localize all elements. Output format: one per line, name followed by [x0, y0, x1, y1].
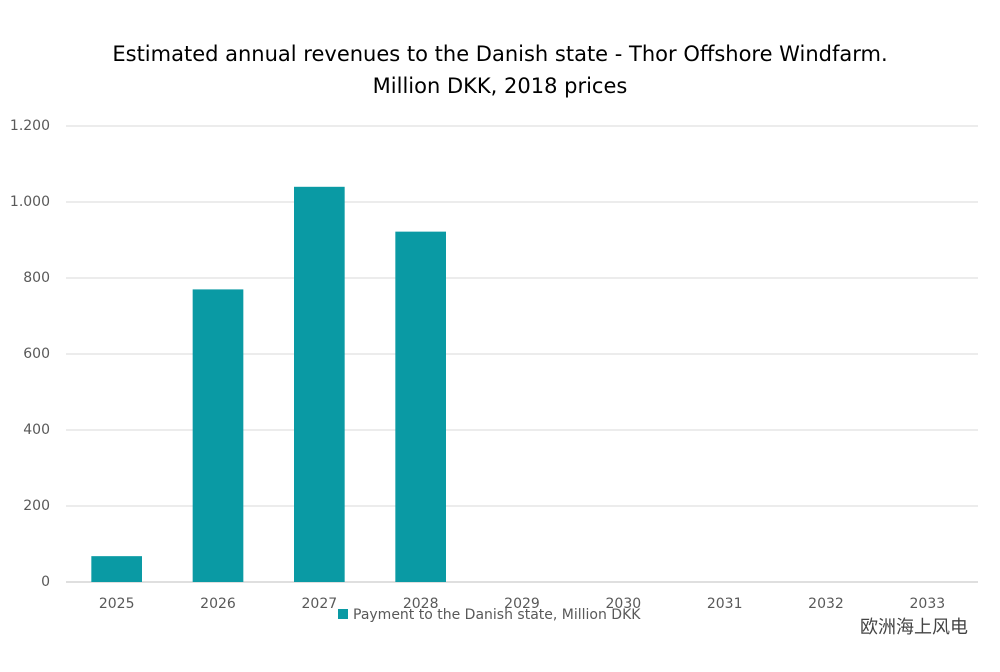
x-tick-label: 2026 [200, 596, 236, 612]
legend-label: Payment to the Danish state, Million DKK [353, 607, 641, 623]
x-tick-label: 2025 [99, 596, 135, 612]
bar [192, 289, 244, 582]
y-tick-label: 1.000 [10, 194, 50, 210]
x-tick-label: 2028 [403, 596, 439, 612]
x-tick-label: 2029 [504, 596, 540, 612]
bar [294, 186, 345, 583]
y-tick-label: 400 [23, 422, 50, 438]
bar [395, 231, 446, 582]
x-tick-label: 2031 [707, 596, 743, 612]
y-tick-label: 1.200 [10, 118, 50, 134]
x-tick-label: 2033 [910, 596, 946, 612]
x-tick-label: 2032 [808, 596, 844, 612]
watermark: 欧洲海上风电 [860, 617, 968, 638]
y-tick-label: 200 [23, 498, 50, 514]
chart-subtitle: Million DKK, 2018 prices [373, 74, 628, 98]
y-tick-label: 0 [41, 574, 50, 590]
legend-swatch [338, 609, 348, 619]
x-tick-label: 2027 [302, 596, 338, 612]
chart-title: Estimated annual revenues to the Danish … [112, 42, 887, 66]
x-tick-label: 2030 [606, 596, 642, 612]
bar [91, 556, 142, 582]
y-tick-label: 600 [23, 346, 50, 362]
y-tick-label: 800 [23, 270, 50, 286]
